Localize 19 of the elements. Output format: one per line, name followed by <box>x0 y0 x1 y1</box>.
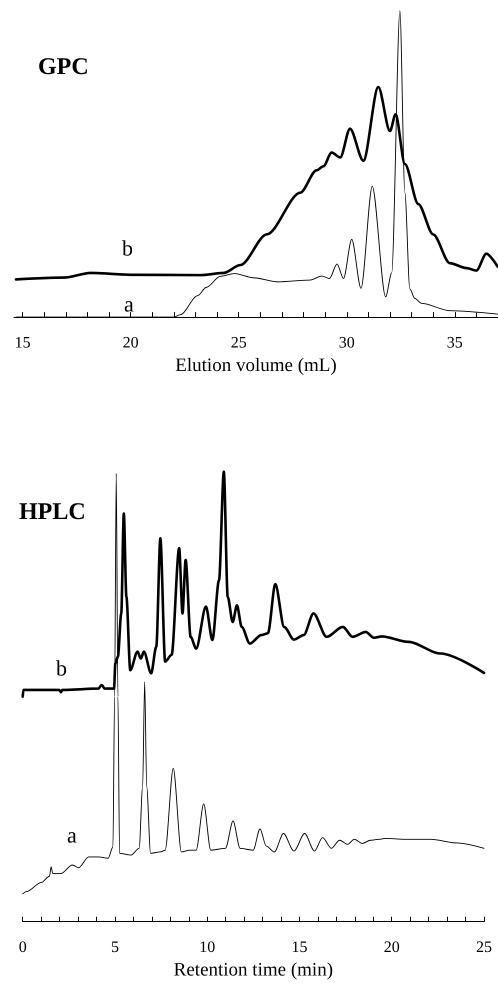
x-tick-label: 10 <box>199 939 216 956</box>
x-tick-label: 20 <box>384 939 400 956</box>
x-axis-title: Retention time (min) <box>174 960 334 981</box>
x-tick-label: 35 <box>446 334 463 352</box>
x-tick-label: 0 <box>18 939 27 956</box>
text: GPC <box>38 54 89 80</box>
x-tick-label: 15 <box>291 939 308 956</box>
x-tick-label: 20 <box>122 334 139 352</box>
x-tick-label: 5 <box>110 939 119 956</box>
series-label: a <box>67 822 77 848</box>
x-tick-label: 30 <box>338 334 355 352</box>
x-tick-label: 15 <box>14 334 31 352</box>
series-label: b <box>122 236 133 260</box>
series-label: a <box>124 292 134 316</box>
text: HPLC <box>19 499 86 525</box>
x-tick-label: 25 <box>230 334 247 352</box>
x-tick-label: 25 <box>476 939 492 956</box>
x-axis-title: Elution volume (mL) <box>175 355 337 376</box>
series-label: b <box>56 656 67 680</box>
